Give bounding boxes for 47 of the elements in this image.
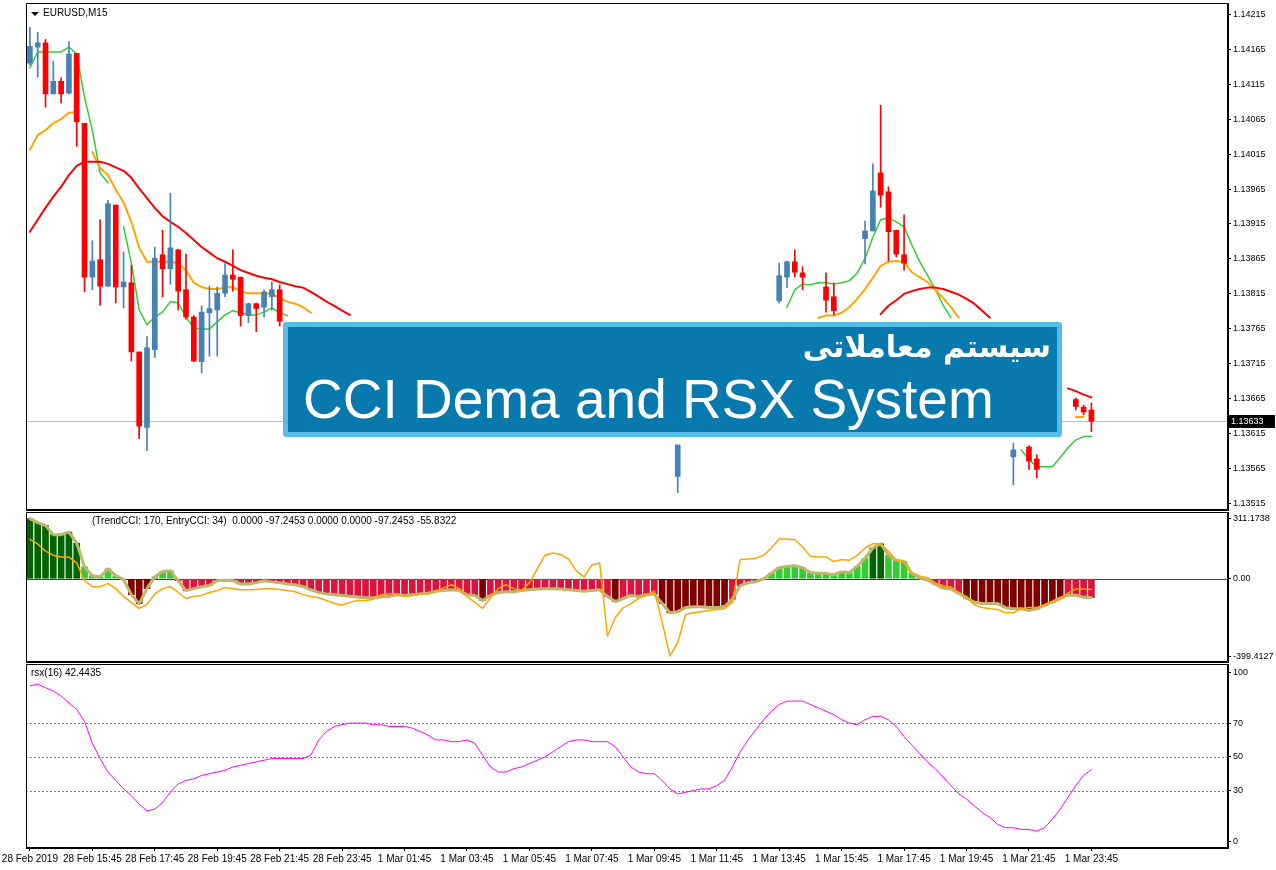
x-tick-label: 1 Mar 11:45: [690, 852, 744, 864]
x-tick-label: 1 Mar 23:45: [1064, 852, 1119, 864]
y-tick-label: 50: [1233, 751, 1244, 762]
x-tick-label: 1 Mar 09:45: [627, 852, 682, 864]
y-tick-label: 1.13965: [1233, 183, 1266, 194]
y-tick-label: 100: [1233, 666, 1249, 677]
x-tick-label: 1 Mar 03:45: [440, 852, 495, 864]
y-tick-label: 1.13515: [1233, 498, 1266, 509]
y-tick-label: 1.14115: [1233, 78, 1265, 89]
y-tick-label: 0.00: [1233, 573, 1251, 584]
x-tick-label: 1 Mar 07:45: [565, 852, 619, 864]
x-tick-label: 1 Mar 19:45: [939, 852, 994, 864]
y-tick-label: 1.13565: [1233, 463, 1266, 474]
y-tick-label: 70: [1233, 717, 1244, 728]
y-tick-label: 1.13765: [1233, 323, 1266, 334]
x-tick-label: 1 Mar 21:45: [1002, 852, 1057, 864]
y-tick-label: 311.1738: [1233, 513, 1270, 524]
y-tick-label: 0: [1233, 835, 1239, 846]
x-tick-label: 1 Mar 05:45: [502, 852, 557, 864]
x-tick-label: 1 Mar 13:45: [752, 852, 807, 864]
y-tick-label: 1.13715: [1233, 358, 1266, 369]
chart-title: EURUSD,M15: [43, 7, 108, 19]
x-tick-label: 28 Feb 15:45: [62, 852, 123, 864]
y-tick-label: 1.13815: [1233, 288, 1266, 299]
ref-line-label: 1.13633: [1229, 415, 1275, 428]
y-tick-label: 1.13865: [1233, 253, 1266, 264]
chart-title: (TrendCCI: 170, EntryCCI: 34) 0.0000 -97.2453 0.0000 0.0000 -97.2453 -55.8322: [92, 515, 457, 527]
y-tick-label: 1.14165: [1233, 43, 1266, 54]
y-tick-label: 1.14065: [1233, 113, 1266, 124]
y-tick-label: 1.13915: [1233, 218, 1266, 229]
x-tick-label: 28 Feb 19:45: [187, 852, 248, 864]
y-tick-label: 1.13615: [1233, 428, 1266, 439]
x-tick-label: 28 Feb 21:45: [250, 852, 310, 864]
y-tick-label: -399.4127: [1233, 650, 1274, 661]
annotation: CCI Dema and RSX System: [303, 368, 994, 430]
y-tick-label: 30: [1233, 785, 1244, 796]
y-tick-label: 1.14215: [1233, 8, 1266, 19]
chart-title: rsx(16) 42.4435: [31, 667, 102, 679]
x-tick-label: 1 Mar 17:45: [877, 852, 932, 864]
x-tick-label: 28 Feb 23:45: [312, 852, 373, 864]
x-tick-label: 1 Mar 15:45: [814, 852, 869, 864]
x-tick-label: 1 Mar 01:45: [377, 852, 432, 864]
annotation: سیستم معاملاتی: [802, 328, 1051, 366]
y-tick-label: 1.14015: [1233, 148, 1266, 159]
x-tick-label: 28 Feb 2019: [1, 852, 59, 864]
x-tick-label: 28 Feb 17:45: [125, 852, 185, 864]
y-tick-label: 1.13665: [1233, 393, 1266, 404]
